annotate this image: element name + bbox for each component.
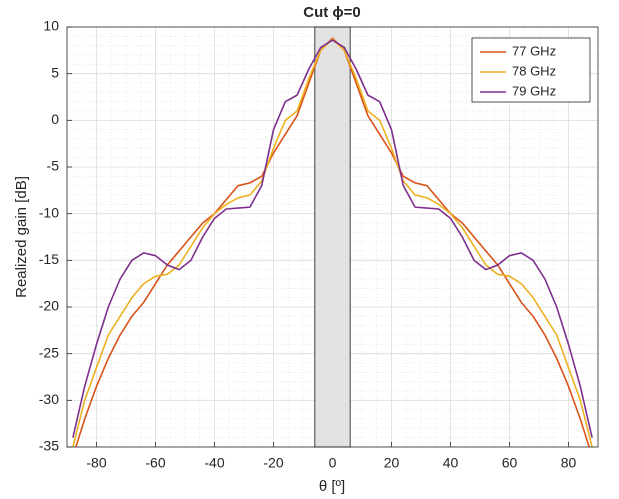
legend-label: 79 GHz bbox=[512, 83, 556, 98]
y-tick-label: 5 bbox=[51, 64, 59, 80]
x-axis-label: θ [º] bbox=[319, 478, 345, 495]
x-tick-label: 20 bbox=[384, 455, 400, 471]
x-tick-label: 80 bbox=[561, 455, 577, 471]
y-tick-label: -10 bbox=[39, 204, 59, 220]
x-tick-label: 60 bbox=[502, 455, 518, 471]
y-tick-label: -30 bbox=[39, 391, 59, 407]
legend: 77 GHz 78 GHz 79 GHz bbox=[480, 43, 556, 98]
x-tick-label: 0 bbox=[329, 455, 337, 471]
series-line bbox=[72, 38, 593, 447]
x-tick-label: -20 bbox=[263, 455, 283, 471]
x-tick-label: -80 bbox=[86, 455, 106, 471]
plot-frame bbox=[66, 26, 599, 448]
lines bbox=[72, 37, 593, 447]
series-line bbox=[75, 37, 590, 447]
y-tick-label: -20 bbox=[39, 298, 59, 314]
x-tick-label: -60 bbox=[145, 455, 165, 471]
shaded-region bbox=[314, 26, 351, 448]
y-tick-label: -25 bbox=[39, 344, 59, 360]
legend-label: 77 GHz bbox=[512, 43, 556, 58]
labels: -80 -60 -40 -20 0 20 40 60 80 -35 -30 -25 -20 -15 -10 -… bbox=[39, 18, 577, 471]
y-tick-label: -35 bbox=[39, 438, 59, 454]
y-tick-label: -15 bbox=[39, 251, 59, 267]
x-tick-label: 40 bbox=[443, 455, 459, 471]
shade-layer bbox=[314, 26, 351, 448]
y-tick-label: 0 bbox=[51, 111, 59, 127]
series-line bbox=[72, 39, 593, 438]
legend-label: 78 GHz bbox=[512, 63, 556, 78]
y-tick-label: 10 bbox=[43, 18, 59, 34]
chart-title: Cut ϕ=0 bbox=[303, 4, 361, 21]
y-axis-label: Realized gain [dB] bbox=[13, 176, 30, 298]
y-tick-label: -5 bbox=[47, 158, 60, 174]
x-tick-label: -40 bbox=[204, 455, 224, 471]
